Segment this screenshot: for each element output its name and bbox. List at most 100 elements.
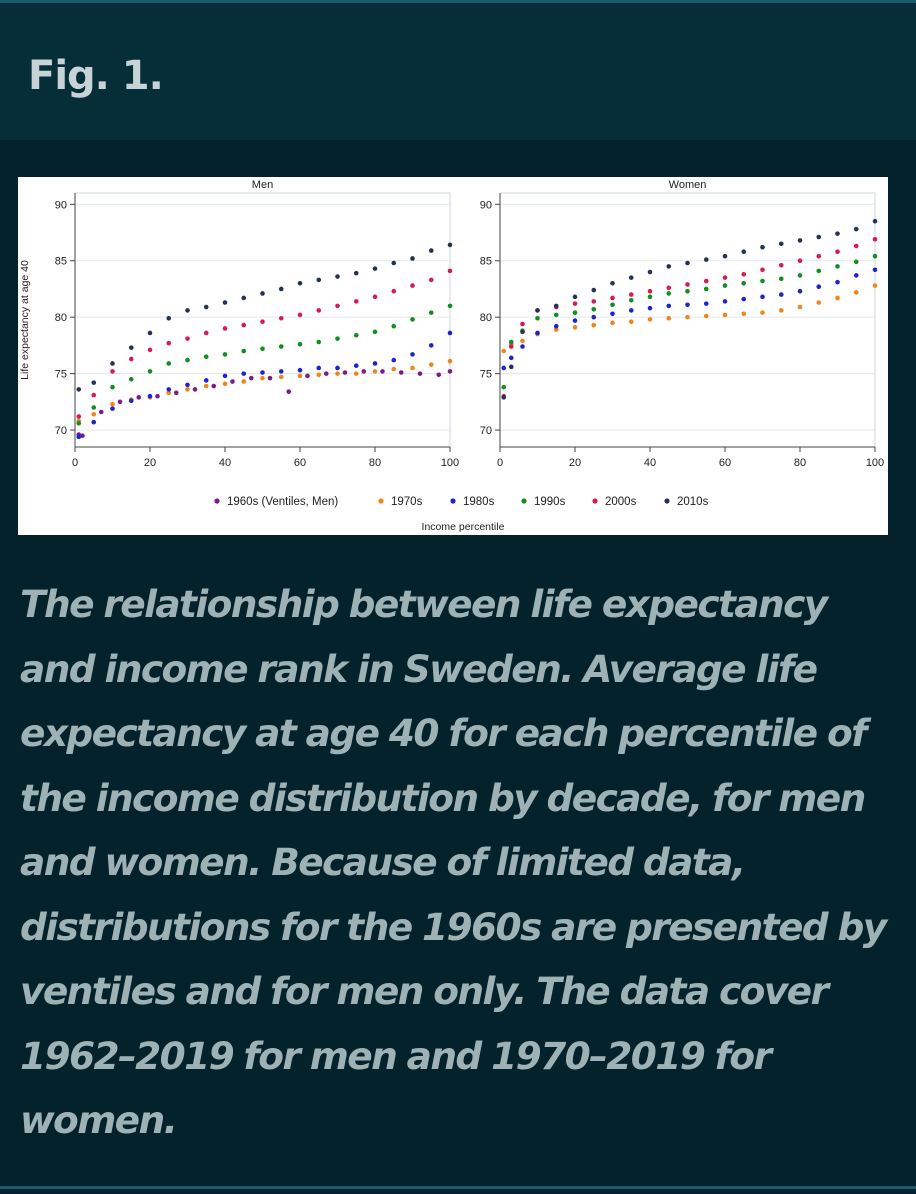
panel-title-men: Men [252, 179, 273, 191]
y-axis-title: Life expectancy at age 40 [19, 260, 31, 380]
data-point [166, 340, 172, 346]
data-point [410, 283, 415, 288]
data-point [553, 312, 559, 318]
data-point [816, 268, 822, 274]
data-point [835, 249, 840, 255]
data-point [110, 369, 115, 374]
legend-marker [450, 498, 456, 504]
figure-chart-panel: 70 75 80 85 90 0 20 40 60 80 100 Men Life expectancy… [18, 177, 888, 535]
data-point [410, 365, 415, 371]
data-point [535, 330, 540, 336]
x-tick-label: 40 [219, 457, 231, 469]
data-point [447, 369, 453, 374]
data-point [278, 344, 284, 349]
data-point [203, 304, 209, 310]
data-point [166, 387, 172, 392]
data-point [610, 295, 615, 301]
data-point [797, 304, 803, 310]
data-point [685, 282, 690, 287]
data-point [391, 366, 397, 372]
data-point [520, 344, 525, 349]
data-point [297, 312, 303, 318]
data-point [241, 379, 247, 384]
data-point [110, 401, 115, 407]
data-point [778, 308, 784, 313]
data-point [741, 296, 747, 302]
data-point [591, 314, 597, 320]
legend-label: 2000s [605, 496, 637, 508]
data-point [741, 311, 747, 317]
x-tick-label: 100 [441, 457, 459, 469]
data-point [147, 330, 153, 336]
data-point [447, 268, 453, 274]
data-point [722, 275, 728, 280]
data-point [508, 344, 514, 349]
data-point [297, 373, 303, 379]
series-1970s [76, 358, 453, 424]
series-2010s [76, 242, 453, 392]
data-point [572, 294, 578, 300]
data-point [353, 332, 359, 338]
data-point [76, 420, 82, 426]
data-point [741, 281, 747, 286]
data-point [853, 259, 859, 265]
data-point [610, 320, 615, 326]
data-point [203, 330, 209, 336]
plot-area [499, 192, 876, 448]
data-point [666, 291, 672, 296]
data-point [647, 294, 653, 300]
figure-caption: The relationship between life expectancy… [20, 582, 887, 1142]
men-panel: 70 75 80 85 90 0 20 40 60 80 100 Men Life expectancy… [19, 179, 459, 469]
data-point [553, 327, 559, 332]
data-point [391, 260, 397, 266]
data-point [316, 277, 322, 283]
data-point [128, 398, 134, 404]
data-point [230, 379, 235, 384]
legend-marker [521, 498, 527, 504]
data-point [816, 284, 822, 289]
data-point [628, 308, 634, 313]
x-tick-label: 80 [369, 457, 381, 469]
data-point [428, 248, 434, 253]
x-tick-label: 100 [866, 457, 884, 469]
y-tick-label: 75 [480, 369, 492, 381]
data-point [835, 264, 840, 269]
data-point [241, 322, 247, 328]
x-tick-label: 60 [294, 457, 306, 469]
data-point [260, 319, 265, 324]
data-point [305, 373, 310, 379]
data-point [797, 273, 803, 278]
data-point [685, 314, 690, 320]
data-point [278, 286, 284, 292]
data-point [128, 345, 134, 350]
data-point [260, 346, 265, 352]
data-point [335, 365, 340, 371]
data-point [508, 364, 514, 370]
data-point [222, 300, 228, 305]
data-point [647, 288, 653, 294]
legend-marker [378, 498, 384, 504]
data-point [647, 269, 653, 275]
data-point [816, 253, 822, 259]
data-point [136, 395, 142, 400]
data-point [535, 316, 540, 321]
data-point [428, 362, 434, 367]
data-point [572, 325, 578, 330]
data-point [391, 288, 397, 294]
data-point [685, 260, 690, 266]
data-point [722, 253, 728, 259]
women-panel: 70 75 80 85 90 0 20 40 60 80 100 Women [480, 179, 884, 469]
data-point [353, 363, 359, 369]
data-point [628, 319, 634, 324]
data-point [520, 321, 525, 327]
y-tick-label: 80 [55, 312, 67, 324]
data-point [380, 369, 385, 374]
x-axis-title: Income percentile [422, 521, 505, 533]
data-point [520, 329, 525, 335]
series-1990s [76, 303, 453, 426]
data-point [610, 281, 615, 286]
legend-label: 1990s [534, 496, 566, 508]
data-point [853, 273, 859, 278]
data-point [185, 336, 190, 341]
data-point [872, 236, 878, 242]
